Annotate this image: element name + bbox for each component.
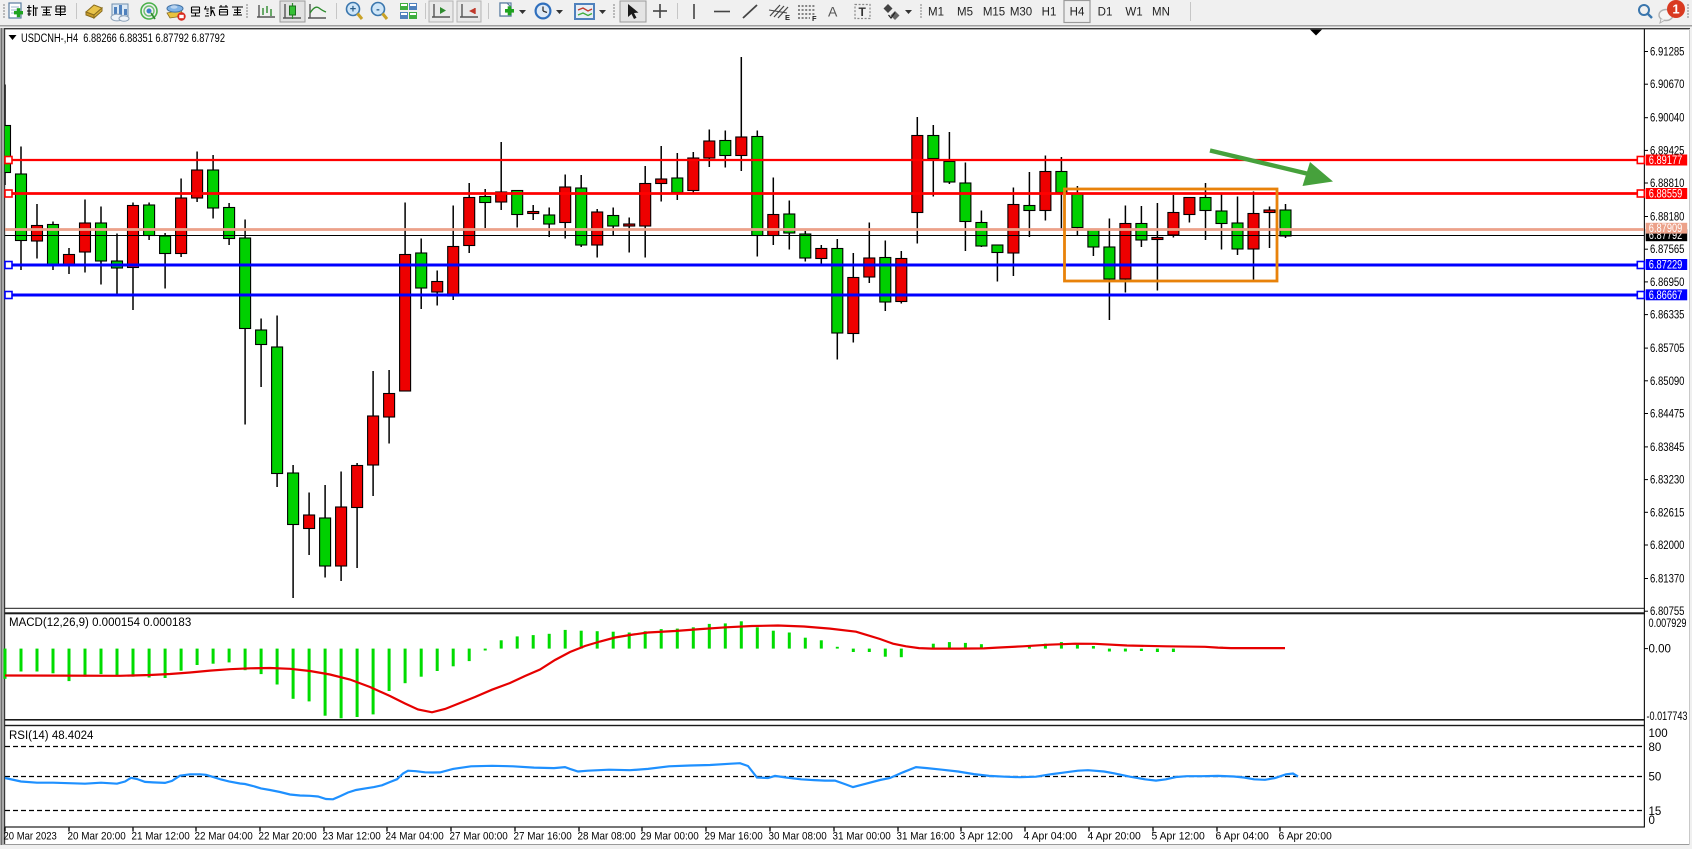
svg-text:H4: H4	[1070, 7, 1085, 19]
svg-text:27 Mar 00:00: 27 Mar 00:00	[450, 831, 508, 843]
svg-text:A: A	[828, 4, 838, 20]
svg-text:29 Mar 00:00: 29 Mar 00:00	[641, 831, 699, 843]
svg-text:5 Apr 12:00: 5 Apr 12:00	[1152, 831, 1205, 843]
svg-text:6.86667: 6.86667	[1649, 290, 1683, 302]
svg-text:28 Mar 08:00: 28 Mar 08:00	[578, 831, 636, 843]
svg-text:24 Mar 04:00: 24 Mar 04:00	[386, 831, 444, 843]
svg-text:6.88180: 6.88180	[1650, 212, 1685, 224]
svg-text:20 Mar 20:00: 20 Mar 20:00	[68, 831, 126, 843]
svg-text:6.90670: 6.90670	[1650, 79, 1685, 91]
svg-text:W1: W1	[1125, 7, 1142, 19]
svg-text:6.90040: 6.90040	[1650, 113, 1685, 125]
svg-text:RSI(14) 48.4024: RSI(14) 48.4024	[9, 730, 94, 742]
svg-text:100: 100	[1649, 728, 1668, 740]
svg-text:6.81370: 6.81370	[1650, 574, 1685, 586]
svg-text:6.80755: 6.80755	[1650, 606, 1685, 618]
svg-text:MACD(12,26,9) 0.000154 0.00018: MACD(12,26,9) 0.000154 0.000183	[9, 617, 191, 629]
svg-text:21 Mar 12:00: 21 Mar 12:00	[132, 831, 190, 843]
svg-text:MN: MN	[1152, 7, 1170, 19]
svg-text:6.82000: 6.82000	[1650, 540, 1685, 552]
svg-text:M15: M15	[983, 7, 1005, 19]
svg-text:E: E	[785, 13, 790, 22]
svg-text:6.84475: 6.84475	[1650, 409, 1685, 421]
svg-text:-0.017743: -0.017743	[1647, 711, 1688, 723]
svg-text:30 Mar 08:00: 30 Mar 08:00	[769, 831, 827, 843]
svg-text:23 Mar 12:00: 23 Mar 12:00	[323, 831, 381, 843]
svg-text:6.87909: 6.87909	[1649, 223, 1683, 235]
svg-text:80: 80	[1649, 742, 1662, 754]
svg-text:4 Apr 04:00: 4 Apr 04:00	[1024, 831, 1077, 843]
svg-text:6.85090: 6.85090	[1650, 376, 1685, 388]
svg-text:M1: M1	[928, 7, 944, 19]
svg-text:50: 50	[1649, 772, 1662, 784]
svg-text:27 Mar 16:00: 27 Mar 16:00	[514, 831, 572, 843]
svg-text:T: T	[859, 5, 867, 19]
svg-text:6.83845: 6.83845	[1650, 442, 1685, 454]
svg-text:0.00: 0.00	[1649, 644, 1671, 656]
svg-text:6.86335: 6.86335	[1650, 310, 1685, 322]
svg-text:F: F	[812, 14, 817, 23]
svg-text:H1: H1	[1042, 7, 1057, 19]
svg-text:22 Mar 20:00: 22 Mar 20:00	[259, 831, 317, 843]
svg-text:31 Mar 16:00: 31 Mar 16:00	[897, 831, 955, 843]
svg-text:6.88559: 6.88559	[1649, 189, 1683, 201]
svg-text:6.83230: 6.83230	[1650, 475, 1685, 487]
svg-text:6 Apr 20:00: 6 Apr 20:00	[1279, 831, 1332, 843]
svg-text:31 Mar 00:00: 31 Mar 00:00	[833, 831, 891, 843]
svg-text:6.87229: 6.87229	[1649, 260, 1683, 272]
svg-text:+: +	[350, 4, 356, 16]
svg-text:15: 15	[1649, 806, 1662, 818]
svg-text:USDCNH-,H4 6.88266 6.88351 6.: USDCNH-,H4 6.88266 6.88351 6.87792 6.877…	[21, 33, 225, 45]
svg-text:6.88810: 6.88810	[1650, 178, 1685, 190]
svg-text:0: 0	[1649, 815, 1655, 827]
svg-text:6.89177: 6.89177	[1649, 155, 1683, 167]
svg-text:3 Apr 12:00: 3 Apr 12:00	[960, 831, 1013, 843]
svg-text:6.85705: 6.85705	[1650, 343, 1685, 355]
svg-text:22 Mar 04:00: 22 Mar 04:00	[195, 831, 253, 843]
svg-text:6 Apr 04:00: 6 Apr 04:00	[1216, 831, 1269, 843]
svg-text:6.89425: 6.89425	[1650, 145, 1685, 157]
svg-text:6.86950: 6.86950	[1650, 277, 1685, 289]
svg-text:4 Apr 20:00: 4 Apr 20:00	[1088, 831, 1141, 843]
svg-text:D1: D1	[1098, 7, 1113, 19]
svg-text:6.87565: 6.87565	[1650, 244, 1685, 256]
svg-text:6.91285: 6.91285	[1650, 47, 1685, 59]
svg-text:-: -	[376, 4, 380, 16]
svg-text:20 Mar 2023: 20 Mar 2023	[4, 831, 57, 843]
svg-text:0.007929: 0.007929	[1649, 618, 1687, 630]
svg-text:M30: M30	[1010, 7, 1032, 19]
svg-text:29 Mar 16:00: 29 Mar 16:00	[705, 831, 763, 843]
svg-text:6.82615: 6.82615	[1650, 507, 1685, 519]
svg-text:1: 1	[1672, 2, 1679, 17]
svg-text:M5: M5	[957, 7, 973, 19]
